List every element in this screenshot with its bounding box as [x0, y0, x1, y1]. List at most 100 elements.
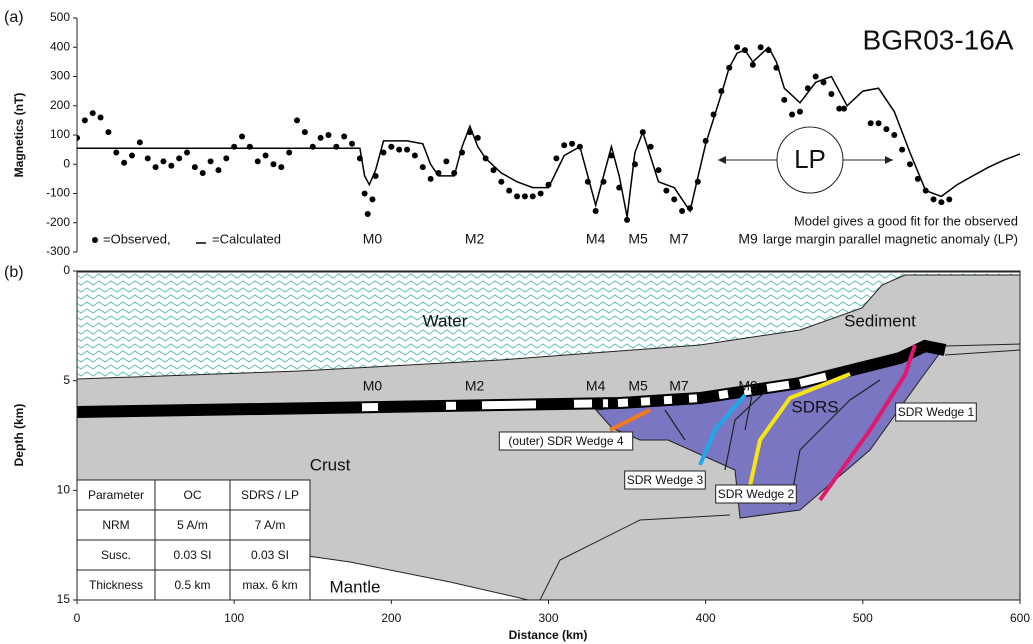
lp-label: LP	[794, 144, 826, 174]
observed-point	[663, 188, 669, 194]
unit-label: Mantle	[329, 577, 380, 596]
observed-point	[671, 196, 677, 202]
observed-point	[420, 164, 426, 170]
observed-point	[498, 179, 504, 185]
observed-point	[593, 208, 599, 214]
y-tick-label: 10	[57, 483, 71, 497]
wedge-label: SDR Wedge 3	[627, 473, 704, 487]
y-tick-label: 0	[63, 156, 70, 170]
anomaly-label: M5	[628, 231, 648, 247]
observed-point	[349, 141, 355, 147]
observed-point	[341, 133, 347, 139]
observed-point	[105, 129, 111, 135]
unit-label: Sediment	[844, 311, 916, 330]
observed-point	[160, 158, 166, 164]
wedge-label: SDR Wedge 2	[718, 487, 795, 501]
panel-label: (a)	[4, 9, 24, 26]
observed-point	[758, 44, 764, 50]
observed-point	[781, 97, 787, 103]
observed-point	[318, 135, 324, 141]
table-text: Parameter	[88, 488, 144, 502]
observed-point	[522, 193, 528, 199]
unit-label: SDRS	[791, 397, 838, 416]
observed-point	[797, 109, 803, 115]
observed-point	[404, 147, 410, 153]
stripe	[767, 385, 789, 388]
y-tick-label: 300	[50, 69, 70, 83]
observed-point	[98, 114, 104, 120]
y-tick-label: -200	[46, 215, 70, 229]
y-axis-title: Magnetics (nT)	[12, 93, 26, 178]
stripe	[482, 404, 536, 405]
anomaly-label: M4	[586, 231, 606, 247]
table-text: OC	[184, 488, 202, 502]
observed-point	[946, 196, 952, 202]
wedge-label: (outer) SDR Wedge 4	[508, 434, 623, 448]
unit-label: Water	[423, 311, 468, 330]
observed-point	[278, 164, 284, 170]
annotation: large margin parallel magnetic anomaly (…	[763, 231, 1018, 246]
chart-title: BGR03-16A	[863, 24, 1014, 55]
anomaly-label: M9	[738, 378, 758, 394]
x-tick-label: 400	[696, 611, 716, 625]
observed-point	[369, 196, 375, 202]
observed-point	[270, 161, 276, 167]
x-tick-label: 600	[1010, 611, 1030, 625]
observed-point	[907, 161, 913, 167]
observed-point	[90, 110, 96, 116]
observed-point	[137, 139, 143, 145]
y-tick-label: 500	[50, 10, 70, 24]
observed-point	[223, 155, 229, 161]
y-tick-label: 100	[50, 127, 70, 141]
y-tick-label: 5	[63, 373, 70, 387]
table-text: SDRS / LP	[241, 488, 299, 502]
observed-point	[325, 132, 331, 138]
stripe	[664, 400, 672, 401]
observed-point	[553, 155, 559, 161]
observed-point	[302, 129, 308, 135]
anomaly-label: M7	[669, 378, 689, 394]
y-tick-label: 200	[50, 98, 70, 112]
observed-point	[841, 106, 847, 112]
observed-point	[514, 193, 520, 199]
anomaly-label: M9	[738, 231, 758, 247]
observed-point	[938, 199, 944, 205]
x-tick-label: 300	[538, 611, 558, 625]
observed-point	[813, 74, 819, 80]
observed-point	[388, 144, 394, 150]
observed-point	[561, 142, 567, 148]
calculated-line	[77, 47, 1020, 217]
page-body: {"chart_data": [ {"type": "line", "panel…	[0, 0, 1033, 644]
stripe	[618, 403, 628, 404]
observed-point	[255, 158, 261, 164]
observed-point	[624, 217, 630, 223]
observed-point	[208, 158, 214, 164]
anomaly-label: M0	[363, 231, 383, 247]
observed-point	[200, 170, 206, 176]
anomaly-label: M4	[586, 378, 606, 394]
anomaly-label: M0	[363, 378, 383, 394]
observed-point	[530, 193, 536, 199]
y-tick-label: 400	[50, 39, 70, 53]
y-tick-label: -300	[46, 244, 70, 258]
parameter-table: ParameterOCSDRS / LPNRM5 A/m7 A/mSusc.0.…	[77, 480, 310, 600]
observed-point	[734, 44, 740, 50]
observed-point	[176, 155, 182, 161]
observed-point	[286, 150, 292, 156]
table-text: 7 A/m	[255, 518, 286, 532]
x-tick-label: 200	[381, 611, 401, 625]
x-tick-label: 0	[74, 611, 81, 625]
anomaly-label: M5	[628, 378, 648, 394]
stripe	[689, 398, 697, 399]
observed-point	[679, 208, 685, 214]
observed-point	[145, 155, 151, 161]
legend-dot	[92, 237, 98, 243]
table-text: 0.5 km	[174, 578, 210, 592]
x-tick-label: 500	[853, 611, 873, 625]
observed-point	[365, 211, 371, 217]
x-axis-title: Distance (km)	[509, 628, 588, 642]
stripe	[641, 401, 650, 402]
observed-point	[868, 120, 874, 126]
observed-point	[153, 164, 159, 170]
observed-point	[184, 150, 190, 156]
